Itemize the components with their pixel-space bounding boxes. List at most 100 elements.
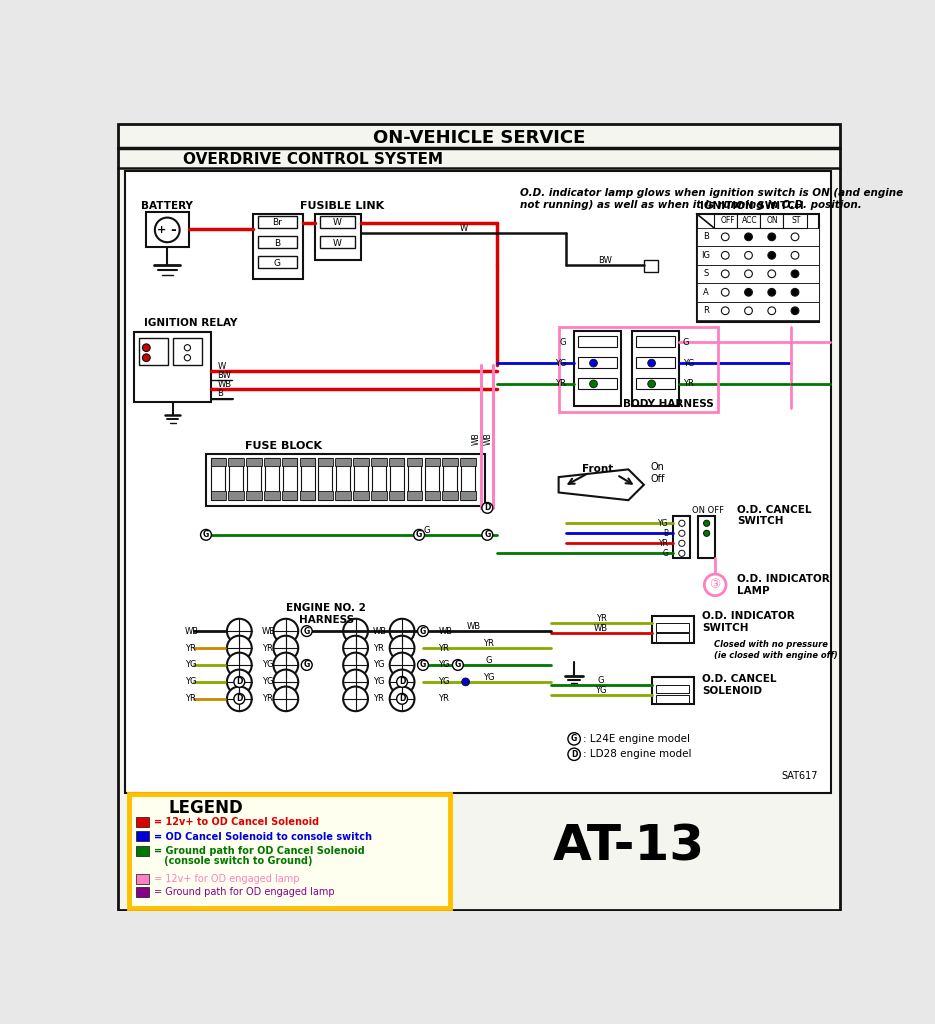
Bar <box>134 333 211 401</box>
Bar <box>264 458 280 466</box>
Bar <box>578 378 617 388</box>
Circle shape <box>744 252 753 259</box>
Bar <box>390 458 404 500</box>
Text: YG: YG <box>185 660 196 670</box>
Text: Closed with no pressure
(ie closed with engine off): Closed with no pressure (ie closed with … <box>713 640 838 659</box>
Bar <box>652 615 695 643</box>
Circle shape <box>453 659 464 671</box>
Bar <box>228 458 244 466</box>
Text: O.D. CANCEL
SOLENOID: O.D. CANCEL SOLENOID <box>702 674 776 695</box>
Bar <box>258 256 296 268</box>
Bar <box>252 214 303 280</box>
Text: WB: WB <box>439 627 453 636</box>
Text: YG: YG <box>658 519 669 527</box>
Circle shape <box>768 270 776 278</box>
Text: D: D <box>399 694 405 703</box>
Text: R: R <box>703 306 709 315</box>
Circle shape <box>273 670 298 694</box>
Text: +: + <box>156 225 165 234</box>
Bar <box>558 327 717 412</box>
Circle shape <box>462 678 469 686</box>
Bar <box>636 336 675 347</box>
Text: B: B <box>274 239 280 248</box>
Text: G: G <box>203 530 209 540</box>
Text: YR: YR <box>658 539 669 548</box>
Bar <box>282 458 296 500</box>
Text: G: G <box>424 525 430 535</box>
Text: W: W <box>333 218 341 227</box>
Bar <box>318 490 333 500</box>
Bar <box>784 214 807 227</box>
Circle shape <box>679 520 685 526</box>
Bar <box>336 490 351 500</box>
Text: AT-13: AT-13 <box>553 822 704 870</box>
Text: ON-VEHICLE SERVICE: ON-VEHICLE SERVICE <box>373 129 585 147</box>
Bar <box>656 685 689 693</box>
Circle shape <box>390 652 414 677</box>
Bar <box>137 817 150 826</box>
Text: YG: YG <box>483 673 495 682</box>
Text: ACC: ACC <box>741 216 757 225</box>
Bar <box>697 301 819 319</box>
Bar <box>371 490 386 500</box>
Text: D: D <box>237 678 242 686</box>
Bar <box>300 490 315 500</box>
Text: YR: YR <box>439 694 450 703</box>
Bar <box>697 227 819 246</box>
Text: D: D <box>237 694 242 703</box>
Circle shape <box>648 380 655 388</box>
Text: WB: WB <box>594 625 609 633</box>
Bar <box>229 458 243 500</box>
Text: W: W <box>333 239 341 248</box>
Bar <box>389 458 405 466</box>
Text: YG: YG <box>683 358 694 368</box>
Text: BW: BW <box>218 371 232 380</box>
Bar <box>318 458 333 466</box>
Circle shape <box>768 252 776 259</box>
Circle shape <box>343 670 368 694</box>
Circle shape <box>343 618 368 643</box>
Circle shape <box>791 307 798 314</box>
Circle shape <box>791 252 798 259</box>
Bar <box>264 490 280 500</box>
Bar <box>354 458 368 500</box>
Circle shape <box>744 307 753 314</box>
Text: Front: Front <box>582 464 613 474</box>
Bar <box>337 458 350 500</box>
Bar <box>652 677 695 705</box>
Circle shape <box>142 354 151 361</box>
Text: ③: ③ <box>710 579 721 592</box>
Text: G: G <box>454 660 461 670</box>
Text: G: G <box>274 258 280 267</box>
Circle shape <box>390 618 414 643</box>
Bar <box>574 331 621 407</box>
Bar <box>425 458 439 500</box>
Text: G: G <box>663 549 669 558</box>
Bar <box>372 458 386 500</box>
Bar <box>460 490 476 500</box>
Text: W: W <box>218 361 226 371</box>
Bar <box>644 260 658 272</box>
Circle shape <box>679 530 685 537</box>
Bar <box>282 490 297 500</box>
Circle shape <box>679 550 685 556</box>
Text: IG: IG <box>701 251 711 260</box>
Text: G: G <box>598 676 605 685</box>
Circle shape <box>343 686 368 711</box>
Text: = Ground path for OD engaged lamp: = Ground path for OD engaged lamp <box>154 887 335 897</box>
Circle shape <box>301 626 312 637</box>
Bar <box>697 246 819 264</box>
Text: (console switch to Ground): (console switch to Ground) <box>154 856 312 866</box>
Text: G: G <box>560 338 567 347</box>
Text: BW: BW <box>598 256 612 265</box>
Bar <box>246 458 262 466</box>
Text: O.D. INDICATOR
LAMP: O.D. INDICATOR LAMP <box>737 574 829 596</box>
Text: ST: ST <box>791 216 800 225</box>
Bar <box>124 171 831 793</box>
Text: = 12v+ for OD engaged lamp: = 12v+ for OD engaged lamp <box>154 874 299 884</box>
Text: YR: YR <box>262 694 273 703</box>
Text: On: On <box>650 462 664 472</box>
Circle shape <box>744 289 753 296</box>
Bar <box>407 490 423 500</box>
Bar <box>258 237 296 249</box>
